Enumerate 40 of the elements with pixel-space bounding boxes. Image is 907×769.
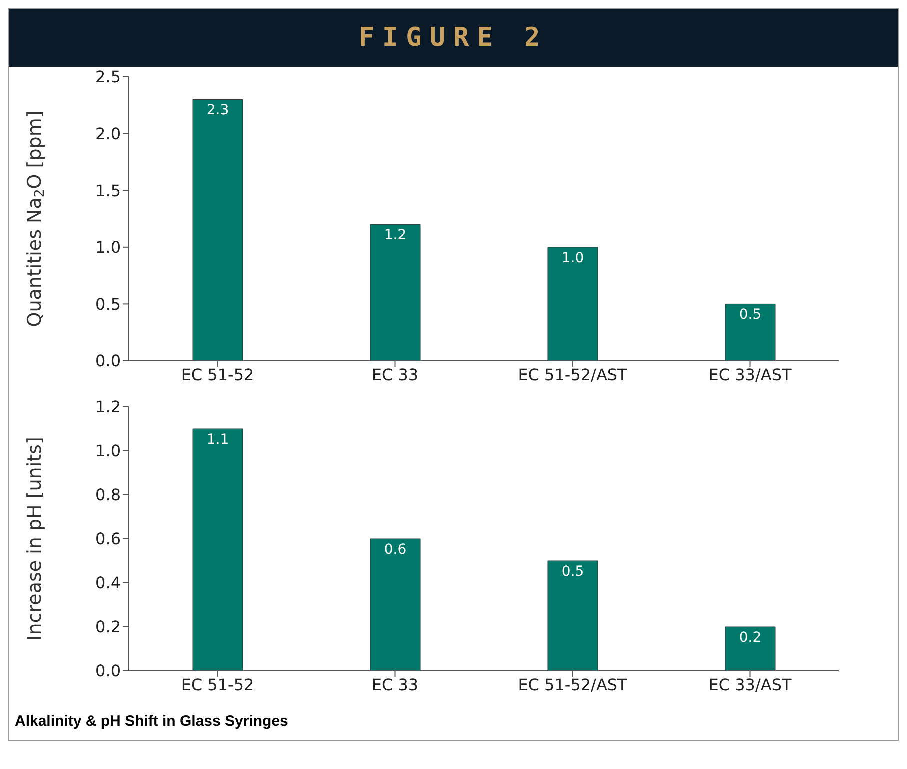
data-label: 0.5 <box>739 307 762 324</box>
x-tick-label: EC 33/AST <box>708 365 792 384</box>
x-tick-label: EC 51-52/AST <box>518 365 628 384</box>
data-label: 0.5 <box>562 564 584 580</box>
y-tick-label: 0.6 <box>96 530 121 549</box>
x-tick-label: EC 51-52 <box>181 365 254 384</box>
bar <box>370 224 421 361</box>
data-label: 1.1 <box>206 432 230 448</box>
data-label: 1.0 <box>562 250 584 266</box>
bar <box>192 428 244 671</box>
y-axis-title: Increase in pH [units] <box>24 437 46 641</box>
x-tick-label: EC 33 <box>372 675 419 694</box>
y-tick-label: 0.8 <box>96 486 121 505</box>
bar <box>548 247 598 361</box>
y-tick-label: 0.5 <box>96 294 121 314</box>
data-label: 0.6 <box>384 542 407 558</box>
y-tick-label: 0.0 <box>96 662 121 681</box>
y-tick-label: 0.2 <box>96 618 121 637</box>
bar <box>725 304 776 361</box>
y-tick-label: 1.0 <box>96 442 121 461</box>
x-tick-label: EC 51-52 <box>181 675 254 694</box>
y-tick-label: 0.0 <box>96 352 121 371</box>
y-tick-label: 1.5 <box>96 181 121 200</box>
chart-title: FIGURE 2 <box>358 23 548 53</box>
bar <box>192 99 244 361</box>
bar <box>725 626 776 671</box>
bar <box>370 538 421 671</box>
x-tick-label: EC 51-52/AST <box>518 675 628 694</box>
y-tick-label: 2.0 <box>96 124 121 144</box>
x-tick-label: EC 33 <box>372 365 419 384</box>
y-tick-label: 2.5 <box>96 68 121 87</box>
text: Alkalinity & pH Shift in Glass Syringes <box>14 712 290 732</box>
data-label: 1.2 <box>384 228 407 244</box>
bar <box>548 560 598 671</box>
data-label: 0.2 <box>739 630 762 646</box>
x-tick-label: EC 33/AST <box>708 675 792 694</box>
data-label: 2.3 <box>206 102 230 119</box>
y-tick-label: 1.0 <box>96 238 121 258</box>
y-tick-label: 0.4 <box>96 574 121 593</box>
y-tick-label: 1.2 <box>96 398 121 417</box>
